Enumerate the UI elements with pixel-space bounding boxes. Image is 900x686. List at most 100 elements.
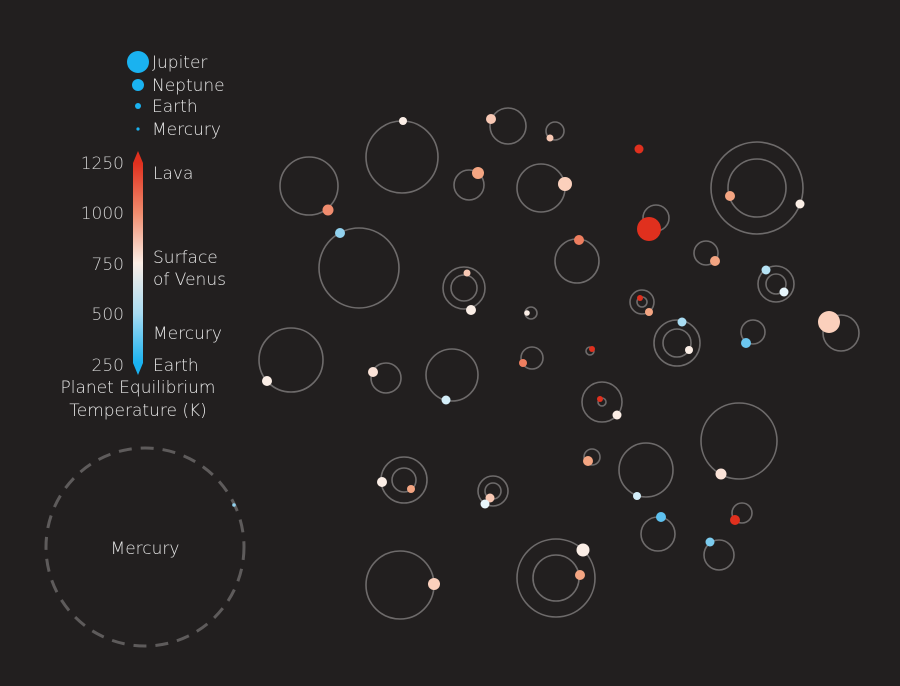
orbit [380,456,428,504]
planet [466,305,476,315]
exoplanet-systems [258,107,860,620]
orbit [765,273,787,295]
orbit [618,442,674,498]
orbit [489,107,527,145]
planet [637,295,643,301]
orbit [258,327,324,393]
orbit [442,266,486,310]
legend-mercury-label: Mercury [152,120,221,140]
orbit [581,381,623,423]
size-legend: Jupiter Neptune Earth Mercury [127,51,225,140]
orbit [318,227,400,309]
planet [730,515,740,525]
legend-jupiter-label: Jupiter [152,53,207,73]
color-scale-bar [133,163,143,363]
planet [656,512,666,522]
orbit [700,402,778,480]
color-scale-bottom-arrow [133,363,143,375]
planet [377,477,387,487]
orbit [450,274,478,302]
orbit [545,121,565,141]
planet [463,269,471,277]
planet [645,308,653,316]
temperature-color-scale: 1250 1000 750 500 250 Lava Surface of Ve… [60,151,226,421]
mercury-reference-orbit: Mercury [44,446,246,648]
tick-500: 500 [92,305,124,325]
planet [441,395,451,405]
planet [407,485,415,493]
planet [399,117,407,125]
color-scale-top-arrow [133,151,143,163]
orbit [279,156,339,216]
legend-jupiter-dot [127,51,149,73]
orbit [693,240,719,266]
planet [322,204,334,216]
annotation-surface: Surface [153,248,218,268]
planet [575,570,585,580]
planet [486,114,496,124]
planet [818,311,840,333]
planet [574,235,584,245]
legend-earth-dot [135,103,141,109]
annotation-mercury: Mercury [153,324,222,344]
legend-earth-label: Earth [152,97,198,117]
tick-1000: 1000 [81,204,124,224]
planet [485,493,495,503]
tick-1250: 1250 [81,154,124,174]
mercury-reference-planet [232,503,236,507]
planet [715,468,727,480]
planet [583,456,593,466]
annotation-of-venus: of Venus [153,270,226,290]
mercury-reference-label: Mercury [111,539,180,559]
orbit [520,346,544,370]
legend-neptune-label: Neptune [152,76,225,96]
planet [637,217,661,241]
mercury-reference-circle [44,446,246,648]
orbit [740,319,766,345]
planet [368,367,378,377]
planet [472,167,484,179]
planet [428,578,440,590]
orbit [365,120,439,194]
annotation-lava: Lava [153,164,193,184]
planet [634,144,644,154]
planet [524,310,530,316]
orbit [532,554,580,602]
planet [705,537,715,547]
orbit [516,538,596,618]
orbit [365,550,435,620]
tick-750: 750 [92,255,124,275]
orbit [425,348,479,402]
color-scale-title-line2: Temperature (K) [69,401,207,421]
orbit [554,238,600,284]
planet [558,177,572,191]
planet [710,256,720,266]
annotation-earth: Earth [153,356,199,376]
planet [612,410,622,420]
planet [546,134,554,142]
legend-mercury-dot [136,127,140,131]
tick-250: 250 [92,356,124,376]
planet [685,346,693,354]
planet [576,543,590,557]
orbit [516,163,566,213]
planet [795,199,805,209]
orbit [629,289,655,315]
orbit [757,265,795,303]
orbit [731,502,753,524]
orbit [370,362,402,394]
orbit [710,141,804,235]
orbit [727,158,787,218]
orbit [453,169,485,201]
planet [597,396,603,402]
planet [779,287,789,297]
legend-neptune-dot [132,79,144,91]
planet [519,359,527,367]
planet [725,191,735,201]
planet [761,265,771,275]
planet [589,346,595,352]
orbit [391,467,417,493]
orbit [662,328,692,358]
orbit [653,319,701,367]
